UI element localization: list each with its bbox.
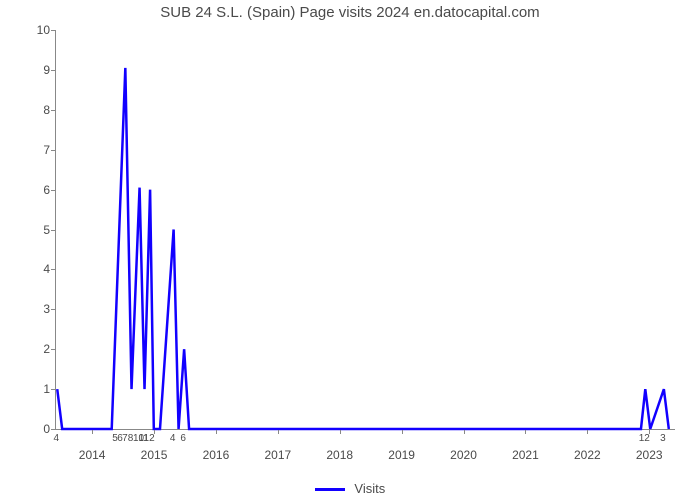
- x-tick-label: 2022: [574, 448, 601, 462]
- x-tick-label: 2019: [388, 448, 415, 462]
- y-tick-label: 6: [35, 183, 50, 197]
- x-minor-label: 4: [53, 433, 59, 444]
- y-tick-label: 8: [35, 103, 50, 117]
- y-tick-label: 2: [35, 342, 50, 356]
- y-tick-label: 10: [35, 23, 50, 37]
- y-tick-mark: [51, 429, 55, 430]
- y-tick-mark: [51, 349, 55, 350]
- chart-container: SUB 24 S.L. (Spain) Page visits 2024 en.…: [0, 0, 700, 500]
- plot-area: [55, 30, 675, 430]
- x-tick-mark: [525, 430, 526, 434]
- y-tick-mark: [51, 30, 55, 31]
- legend-label: Visits: [354, 481, 385, 496]
- y-tick-label: 1: [35, 382, 50, 396]
- visits-line: [56, 30, 675, 429]
- y-tick-mark: [51, 110, 55, 111]
- x-tick-mark: [464, 430, 465, 434]
- y-tick-mark: [51, 150, 55, 151]
- x-tick-mark: [340, 430, 341, 434]
- x-tick-mark: [587, 430, 588, 434]
- y-tick-mark: [51, 269, 55, 270]
- y-tick-label: 9: [35, 63, 50, 77]
- x-tick-label: 2023: [636, 448, 663, 462]
- x-tick-label: 2014: [79, 448, 106, 462]
- x-minor-label: 3: [660, 433, 666, 444]
- y-tick-label: 0: [35, 422, 50, 436]
- x-tick-mark: [216, 430, 217, 434]
- x-minor-label: 12: [639, 433, 650, 444]
- legend-swatch: [315, 488, 345, 491]
- x-tick-mark: [92, 430, 93, 434]
- y-tick-label: 3: [35, 302, 50, 316]
- legend: Visits: [0, 481, 700, 496]
- x-minor-label: 6: [180, 433, 186, 444]
- x-minor-label: 12: [144, 433, 155, 444]
- x-tick-mark: [278, 430, 279, 434]
- y-tick-mark: [51, 70, 55, 71]
- x-tick-label: 2016: [203, 448, 230, 462]
- x-tick-label: 2021: [512, 448, 539, 462]
- x-tick-label: 2018: [326, 448, 353, 462]
- x-tick-label: 2020: [450, 448, 477, 462]
- y-tick-mark: [51, 389, 55, 390]
- y-tick-label: 7: [35, 143, 50, 157]
- x-tick-label: 2015: [141, 448, 168, 462]
- y-tick-mark: [51, 190, 55, 191]
- y-tick-mark: [51, 230, 55, 231]
- chart-title: SUB 24 S.L. (Spain) Page visits 2024 en.…: [0, 4, 700, 21]
- y-tick-label: 4: [35, 262, 50, 276]
- x-tick-label: 2017: [264, 448, 291, 462]
- y-tick-label: 5: [35, 223, 50, 237]
- y-tick-mark: [51, 309, 55, 310]
- x-minor-label: 4: [170, 433, 176, 444]
- x-tick-mark: [402, 430, 403, 434]
